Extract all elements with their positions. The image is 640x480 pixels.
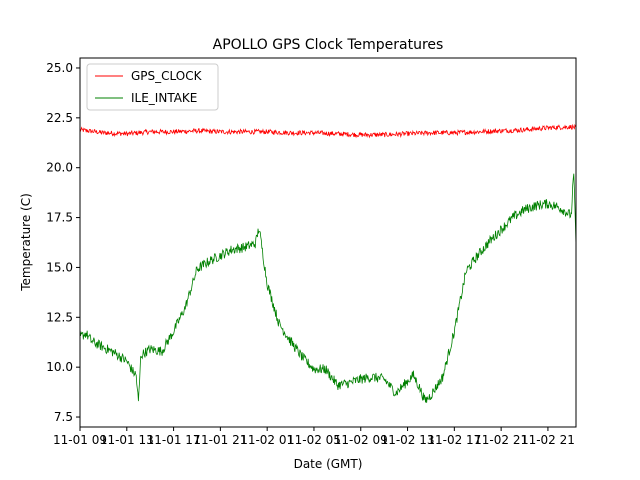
y-tick-label: 15.0 [46, 260, 73, 274]
y-tick-label: 10.0 [46, 360, 73, 374]
x-tick-label: 11-01 21 [193, 433, 247, 447]
chart-title: APOLLO GPS Clock Temperatures [213, 37, 444, 53]
y-tick-label: 20.0 [46, 161, 73, 175]
series-line-gps-clock [79, 123, 577, 139]
y-tick-label: 22.5 [46, 111, 73, 125]
x-tick-label: 11-02 13 [381, 433, 435, 447]
legend-label-ile-intake: ILE_INTAKE [131, 91, 197, 105]
y-axis: 7.5 10.0 12.5 15.0 17.5 20.0 22.5 25.0 [46, 61, 80, 424]
x-tick-label: 11-02 21 [521, 433, 575, 447]
y-tick-label: 12.5 [46, 310, 73, 324]
x-tick-label: 11-02 05 [287, 433, 341, 447]
y-tick-label: 7.5 [54, 410, 73, 424]
x-tick-label: 11-01 13 [100, 433, 154, 447]
plot-frame [79, 57, 577, 428]
plot-area [80, 58, 576, 427]
legend: GPS_CLOCK ILE_INTAKE [86, 63, 219, 111]
x-tick-label: 11-02 01 [240, 433, 294, 447]
x-tick-label: 11-01 09 [53, 433, 107, 447]
x-tick-label: 11-02 17 [427, 433, 481, 447]
series-line-ile-intake [79, 173, 577, 403]
x-axis-title: Date (GMT) [294, 457, 363, 471]
legend-label-gps-clock: GPS_CLOCK [131, 69, 203, 83]
series-layer [79, 123, 577, 403]
x-tick-label: 11-02 21 [474, 433, 528, 447]
x-tick-label: 11-01 17 [147, 433, 201, 447]
y-tick-label: 25.0 [46, 61, 73, 75]
y-axis-title: Temperature (C) [19, 193, 33, 292]
y-tick-label: 17.5 [46, 211, 73, 225]
x-tick-label: 11-02 09 [334, 433, 388, 447]
